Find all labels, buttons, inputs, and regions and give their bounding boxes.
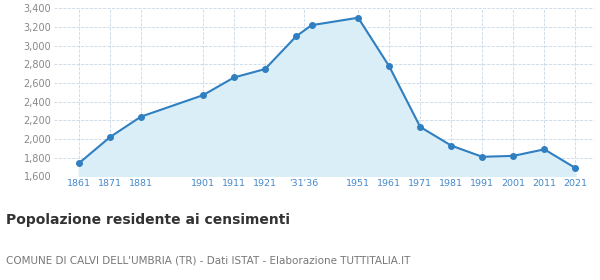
- Text: COMUNE DI CALVI DELL'UMBRIA (TR) - Dati ISTAT - Elaborazione TUTTITALIA.IT: COMUNE DI CALVI DELL'UMBRIA (TR) - Dati …: [6, 255, 410, 265]
- Text: Popolazione residente ai censimenti: Popolazione residente ai censimenti: [6, 213, 290, 227]
